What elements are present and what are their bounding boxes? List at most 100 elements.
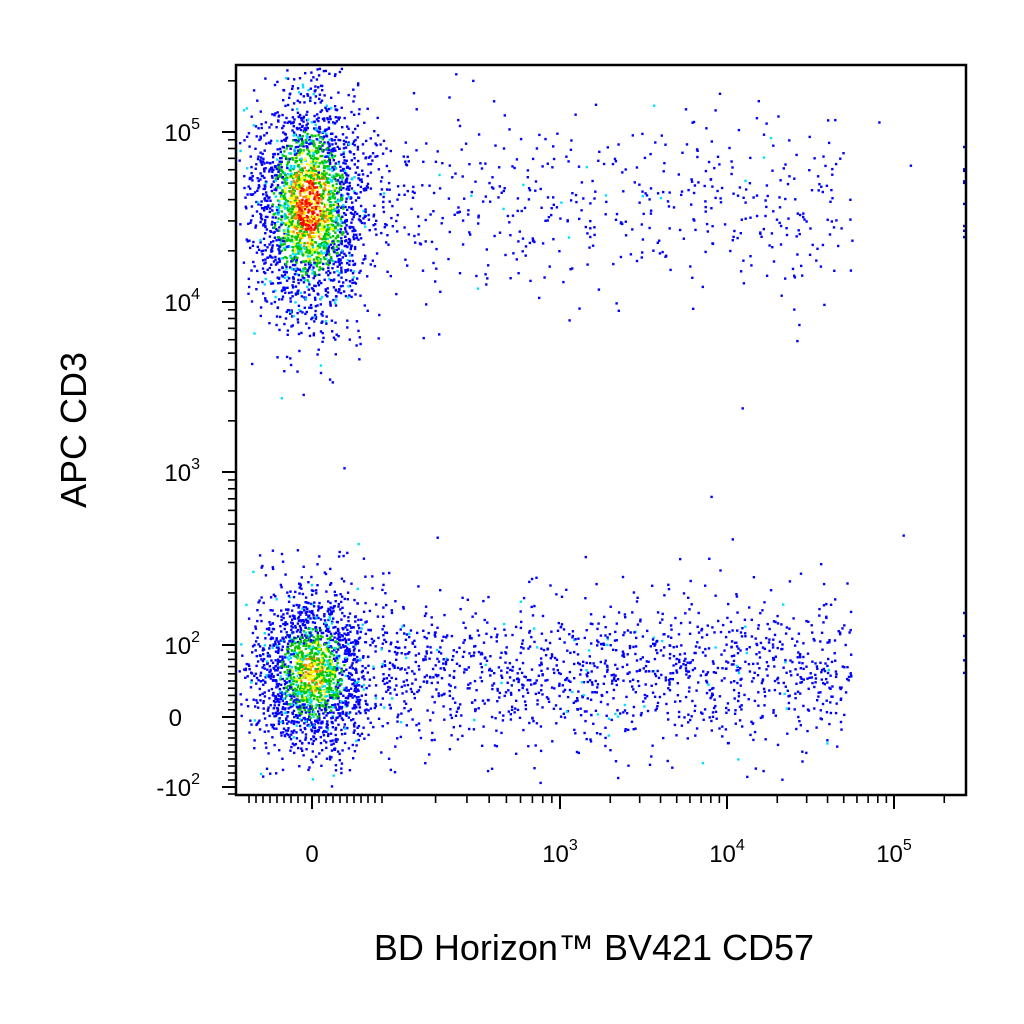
event-dot	[369, 137, 372, 140]
event-dot	[330, 247, 334, 250]
event-dot	[343, 741, 347, 745]
event-dot	[342, 155, 346, 159]
event-dot	[317, 149, 320, 152]
event-dot	[299, 291, 303, 295]
event-dot	[290, 230, 293, 233]
event-dot	[345, 646, 349, 650]
event-dot	[312, 167, 315, 171]
event-dot	[353, 247, 357, 251]
event-dot	[317, 728, 321, 732]
event-dot	[301, 656, 304, 659]
event-dot	[328, 157, 331, 160]
event-dot	[312, 658, 316, 662]
event-dot	[310, 227, 313, 230]
event-dot	[340, 577, 344, 580]
event-dot	[622, 190, 625, 193]
event-dot	[282, 697, 286, 700]
event-dot	[296, 245, 300, 248]
event-dot	[764, 199, 767, 202]
event-dot	[269, 644, 272, 647]
event-dot	[328, 615, 331, 618]
event-dot	[312, 182, 315, 185]
event-dot	[597, 159, 600, 162]
event-dot	[303, 130, 307, 134]
event-dot	[407, 233, 410, 236]
event-dot	[298, 216, 301, 219]
event-dot	[314, 677, 317, 680]
event-dot	[308, 164, 312, 167]
event-dot	[287, 291, 291, 295]
event-dot	[323, 729, 326, 733]
event-dot	[333, 197, 336, 200]
event-dot	[296, 698, 299, 701]
event-dot	[344, 656, 348, 660]
event-dot	[330, 582, 333, 585]
event-dot	[306, 94, 310, 97]
event-dot	[301, 83, 305, 86]
event-dot	[338, 70, 342, 74]
event-dot	[338, 139, 342, 142]
event-dot	[298, 308, 301, 312]
event-dot	[744, 217, 747, 220]
event-dot	[370, 637, 374, 641]
event-dot	[290, 222, 293, 226]
event-dot	[309, 699, 312, 702]
event-dot	[710, 207, 713, 210]
event-dot	[638, 201, 641, 204]
event-dot	[455, 73, 458, 76]
event-dot	[312, 271, 316, 274]
event-dot	[329, 665, 332, 668]
event-dot	[334, 728, 337, 731]
event-dot	[248, 731, 251, 734]
event-dot	[292, 232, 295, 235]
event-dot	[762, 133, 766, 136]
event-dot	[298, 679, 301, 682]
event-dot	[286, 622, 289, 626]
event-dot	[265, 194, 268, 197]
event-dot	[271, 622, 274, 625]
event-dot	[255, 682, 258, 685]
event-dot	[395, 219, 398, 223]
event-dot	[331, 381, 334, 384]
event-dot	[441, 162, 444, 165]
event-dot	[327, 198, 330, 202]
event-dot	[350, 187, 354, 190]
event-dot	[295, 680, 298, 683]
event-dot	[268, 647, 271, 650]
event-dot	[327, 273, 330, 277]
event-dot	[358, 698, 362, 702]
event-dot	[614, 218, 618, 221]
event-dot	[310, 218, 314, 222]
event-dot	[329, 190, 333, 193]
event-dot	[719, 197, 722, 200]
event-dot	[252, 124, 255, 127]
event-dot	[270, 189, 274, 193]
event-dot	[396, 198, 399, 201]
event-dot	[317, 644, 320, 647]
event-dot	[302, 630, 306, 633]
event-dot	[299, 243, 302, 246]
event-dot	[331, 682, 334, 685]
event-dot	[291, 669, 294, 673]
event-dot	[331, 219, 334, 223]
event-dot	[327, 189, 331, 192]
event-dot	[316, 227, 320, 231]
event-dot	[701, 285, 704, 289]
event-dot	[340, 678, 343, 681]
event-dot	[335, 708, 338, 711]
event-dot	[325, 714, 328, 717]
event-dot	[551, 166, 554, 169]
event-dot	[334, 691, 337, 694]
event-dot	[263, 209, 266, 212]
event-dot	[290, 703, 293, 706]
event-dot	[340, 261, 343, 265]
event-dot	[835, 219, 838, 222]
event-dot	[342, 645, 345, 649]
event-dot	[272, 679, 275, 682]
event-dot	[314, 683, 317, 686]
event-dot	[301, 140, 304, 143]
event-dot	[484, 273, 487, 276]
event-dot	[552, 157, 556, 161]
event-dot	[307, 206, 310, 209]
event-dot	[320, 312, 323, 316]
